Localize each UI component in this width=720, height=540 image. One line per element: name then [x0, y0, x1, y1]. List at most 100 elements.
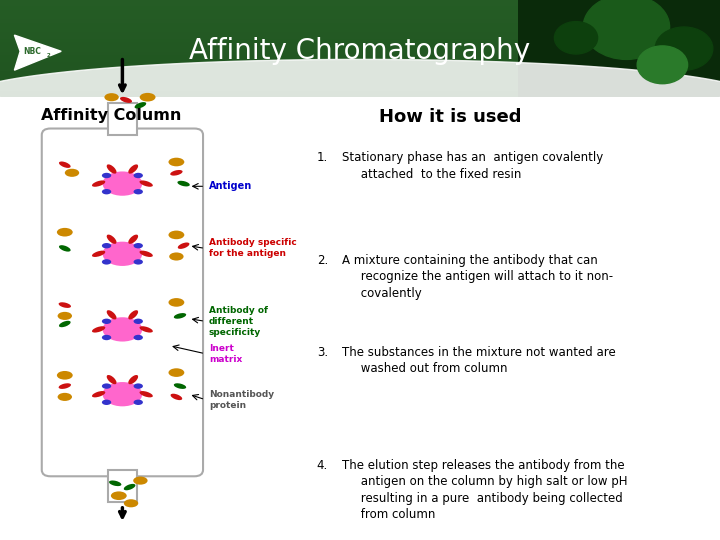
Bar	[0, 6, 720, 10]
Ellipse shape	[140, 391, 153, 397]
Ellipse shape	[102, 243, 112, 248]
Bar	[0, 62, 720, 65]
Ellipse shape	[177, 181, 190, 186]
Circle shape	[554, 22, 598, 54]
Bar	[0, 36, 720, 39]
Bar	[0, 13, 720, 16]
Text: The substances in the mixture not wanted are
     washed out from column: The substances in the mixture not wanted…	[342, 346, 616, 375]
Polygon shape	[14, 35, 61, 70]
Ellipse shape	[102, 400, 112, 405]
Ellipse shape	[109, 481, 122, 486]
Ellipse shape	[124, 499, 138, 508]
Ellipse shape	[134, 173, 143, 178]
Ellipse shape	[107, 375, 117, 384]
Bar	[0, 0, 720, 97]
Ellipse shape	[134, 400, 143, 405]
Ellipse shape	[135, 102, 146, 109]
Ellipse shape	[178, 242, 189, 249]
Ellipse shape	[134, 189, 143, 194]
Bar	[0, 71, 720, 75]
Ellipse shape	[174, 313, 186, 319]
Circle shape	[655, 27, 713, 70]
Ellipse shape	[128, 310, 138, 320]
Bar	[0, 49, 720, 52]
Ellipse shape	[58, 312, 72, 320]
Ellipse shape	[107, 310, 117, 320]
Ellipse shape	[124, 484, 135, 490]
Ellipse shape	[57, 371, 73, 380]
Bar	[0, 3, 720, 6]
Ellipse shape	[92, 180, 105, 187]
FancyBboxPatch shape	[42, 129, 203, 476]
Ellipse shape	[58, 393, 72, 401]
Bar	[0, 91, 720, 94]
Circle shape	[583, 0, 670, 59]
Ellipse shape	[174, 383, 186, 389]
Ellipse shape	[58, 302, 71, 308]
Text: How it is used: How it is used	[379, 108, 521, 126]
Ellipse shape	[134, 259, 143, 265]
Text: 3.: 3.	[317, 346, 328, 359]
Text: Nonantibody
protein: Nonantibody protein	[209, 389, 274, 410]
Bar	[0, 29, 720, 32]
Ellipse shape	[133, 477, 148, 485]
Ellipse shape	[111, 491, 127, 500]
Bar	[0, 84, 720, 87]
Bar	[108, 103, 137, 135]
Ellipse shape	[102, 189, 112, 194]
Ellipse shape	[168, 158, 184, 166]
Bar	[0, 94, 720, 97]
Ellipse shape	[59, 245, 71, 252]
Text: Stationary phase has an  antigen covalently
     attached  to the fixed resin: Stationary phase has an antigen covalent…	[342, 151, 603, 181]
Ellipse shape	[140, 326, 153, 333]
Ellipse shape	[128, 164, 138, 174]
Ellipse shape	[92, 251, 105, 257]
Ellipse shape	[59, 161, 71, 168]
Text: 2.: 2.	[317, 254, 328, 267]
Bar	[518, 0, 720, 97]
Bar	[0, 68, 720, 71]
Ellipse shape	[59, 321, 71, 327]
Text: 1.: 1.	[317, 151, 328, 164]
Ellipse shape	[134, 335, 143, 340]
Ellipse shape	[140, 251, 153, 257]
Ellipse shape	[103, 317, 143, 342]
Text: A mixture containing the antibody that can
     recognize the antigen will attac: A mixture containing the antibody that c…	[342, 254, 613, 300]
Ellipse shape	[170, 170, 183, 176]
Ellipse shape	[92, 391, 105, 397]
Ellipse shape	[102, 259, 112, 265]
Ellipse shape	[128, 234, 138, 244]
Ellipse shape	[102, 335, 112, 340]
Text: 2: 2	[47, 52, 51, 58]
Ellipse shape	[168, 231, 184, 239]
Bar	[0, 55, 720, 58]
Ellipse shape	[134, 383, 143, 389]
Ellipse shape	[120, 97, 132, 103]
Ellipse shape	[107, 234, 117, 244]
Text: Affinity Chromatography: Affinity Chromatography	[189, 37, 531, 65]
Ellipse shape	[107, 164, 117, 174]
Ellipse shape	[169, 252, 184, 261]
Ellipse shape	[140, 93, 156, 102]
Bar	[0, 52, 720, 55]
Bar	[0, 45, 720, 49]
Circle shape	[637, 46, 688, 84]
Ellipse shape	[92, 326, 105, 333]
Bar	[0, 10, 720, 13]
Text: Antibody specific
for the antigen: Antibody specific for the antigen	[209, 238, 297, 259]
Ellipse shape	[102, 173, 112, 178]
Ellipse shape	[104, 93, 119, 102]
Bar	[0, 65, 720, 68]
Text: Antigen: Antigen	[209, 181, 252, 191]
Bar	[0, 87, 720, 91]
Ellipse shape	[102, 319, 112, 324]
Bar	[0, 26, 720, 29]
Ellipse shape	[171, 394, 182, 400]
Ellipse shape	[140, 180, 153, 187]
Bar	[0, 81, 720, 84]
Ellipse shape	[103, 242, 143, 266]
Ellipse shape	[58, 383, 71, 389]
Bar	[0, 19, 720, 23]
Bar	[0, 39, 720, 42]
Ellipse shape	[134, 243, 143, 248]
